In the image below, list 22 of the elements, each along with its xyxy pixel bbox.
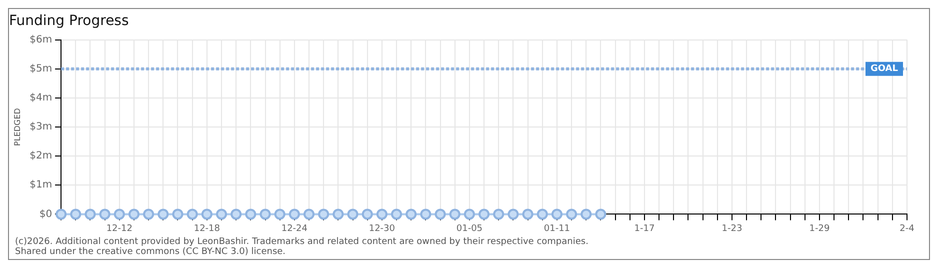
y-tick-label: $0 [39,208,52,220]
ref-line-label: GOAL [870,64,898,74]
y-tick-label: $2m [30,150,52,162]
x-tick-label: 1-23 [722,224,742,234]
x-tick-label: 01-11 [544,224,570,234]
x-tick-label: 01-05 [456,224,483,234]
x-tick-label: 2-4 [900,224,915,234]
y-axis-title: PLEDGED [12,108,22,146]
chart-title: Funding Progress [9,13,129,30]
y-tick-label: $6m [30,34,52,46]
text: Shared under the creative commons (CC BY-NC 3.0) license. [15,247,287,257]
x-tick-label: 1-17 [634,224,655,234]
x-tick-label: 1-29 [809,224,830,234]
x-tick-label: 12-24 [281,224,308,234]
y-tick-label: $4m [30,92,52,104]
text: (c)2026. Additional content provided by LeonBashir. Trademarks and related content are owned by their respective companies. [15,237,590,247]
y-tick-label: $3m [30,122,52,133]
x-tick-label: 12-18 [194,224,220,234]
x-tick-label: 12-30 [368,224,396,234]
y-tick-label: $1m [30,180,52,191]
x-tick-label: 12-12 [106,224,132,234]
y-tick-label: $5m [30,63,52,74]
